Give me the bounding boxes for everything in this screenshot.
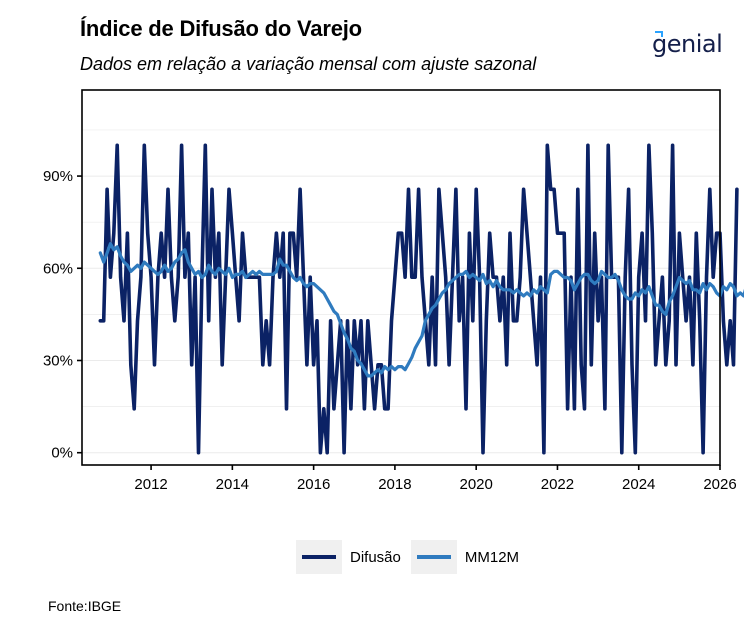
y-tick-label: 30% — [43, 352, 73, 369]
genial-logo: genial — [652, 30, 723, 58]
legend-key-difusao — [296, 540, 342, 574]
legend-label-mm12m: MM12M — [464, 548, 520, 566]
y-tick-label: 90% — [43, 168, 73, 185]
y-axis: 0% 30% 60% 90% — [43, 168, 82, 462]
legend-line-difusao-icon — [302, 555, 336, 559]
legend-key-mm12m — [410, 540, 457, 574]
x-tick-label: 2012 — [134, 476, 167, 493]
chart-title: Índice de Difusão do Varejo — [80, 16, 362, 41]
x-tick-label: 2022 — [541, 476, 574, 493]
series-layer — [98, 143, 744, 455]
legend-label-difusao: Difusão — [350, 548, 401, 566]
panel-border — [81, 89, 721, 466]
x-tick-label: 2026 — [703, 476, 736, 493]
y-tick-label: 60% — [43, 260, 73, 277]
source-note: Fonte:IBGE — [48, 598, 122, 614]
x-tick-label: 2014 — [216, 476, 249, 493]
logo-text: genial — [652, 30, 723, 58]
x-tick-label: 2016 — [297, 476, 330, 493]
y-tick-label: 0% — [51, 445, 73, 462]
legend: Difusão MM12M — [296, 540, 529, 574]
x-tick-label: 2018 — [378, 476, 411, 493]
x-tick-label: 2020 — [459, 476, 492, 493]
legend-line-mm12m-icon — [416, 555, 451, 559]
series-line-mm12m — [98, 242, 744, 378]
x-tick-label: 2024 — [622, 476, 655, 493]
logo-accent-icon — [655, 31, 663, 37]
chart-subtitle: Dados em relação a variação mensal com a… — [80, 54, 537, 74]
x-axis: 2012 2014 2016 2018 2020 2022 2024 2026 — [134, 465, 737, 493]
series-line-difusao — [98, 143, 739, 455]
